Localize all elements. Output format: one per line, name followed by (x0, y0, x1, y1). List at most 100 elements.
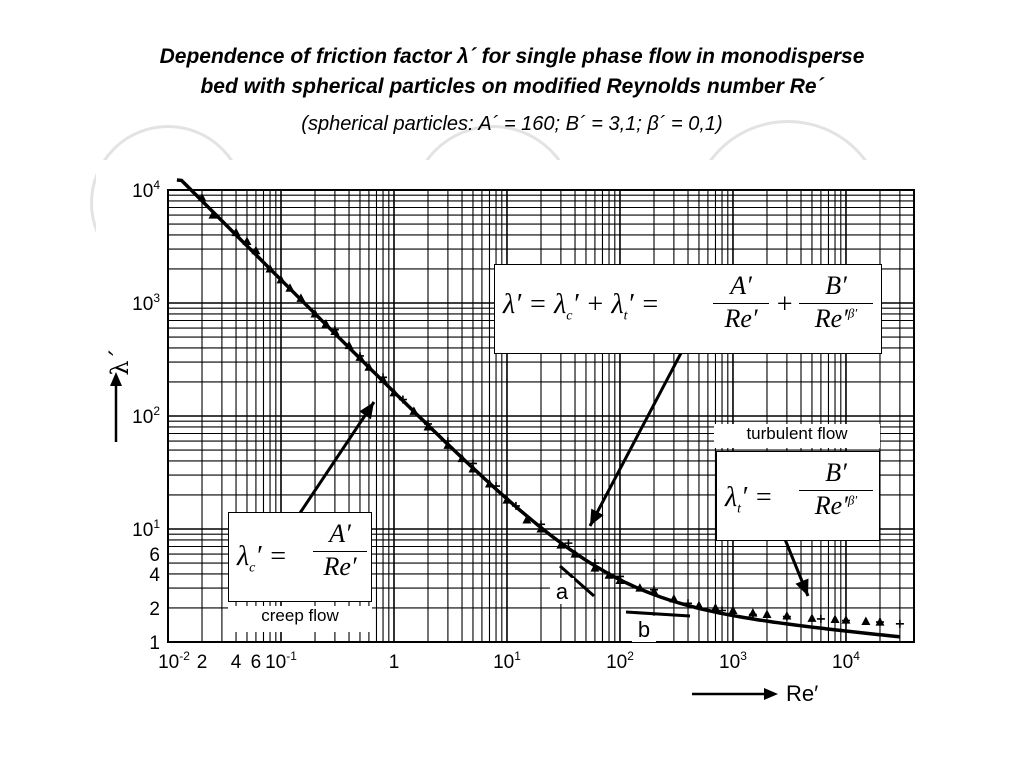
creep-formula-box: λc′ = A′ Re′ (228, 512, 372, 602)
asymptote-b-line (625, 610, 691, 618)
fit-curve-layer (176, 178, 901, 639)
label-a-bg (550, 578, 574, 604)
data-point-triangle (710, 602, 720, 612)
turbulent-flow-label: turbulent flow (714, 424, 880, 448)
fit-curve (176, 178, 901, 639)
data-point-triangle (389, 387, 399, 397)
chart-title-line-1: Dependence of friction factor λ´ for sin… (159, 45, 865, 68)
data-point-plus (895, 619, 904, 628)
main-formula-frac-b: B′ Re′β′ (799, 271, 873, 334)
data-point-triangle (556, 540, 566, 549)
data-point-plus (379, 373, 388, 382)
data-point-plus (564, 539, 573, 548)
main-formula-plus: + (775, 289, 794, 320)
data-point-triangle (310, 308, 320, 318)
label-b: b (638, 617, 650, 642)
data-point-triangle (364, 362, 374, 371)
data-point-triangle (635, 583, 645, 592)
chart-title-line-2: bed with spherical particles on modified… (200, 75, 824, 98)
data-point-plus (492, 482, 501, 491)
data-point-triangle (296, 293, 306, 302)
data-point-triangle (344, 340, 354, 350)
data-point-triangle (231, 227, 241, 237)
data-point-triangle (242, 236, 252, 246)
data-point-plus (816, 614, 825, 623)
data-point-triangle (484, 479, 494, 488)
plot-frame (167, 189, 915, 643)
x-tick-label: 2 (197, 652, 208, 673)
label-b-bg (632, 616, 656, 642)
turbulent-formula-box: λt′ = B′ Re′β′ (716, 451, 880, 541)
data-point-triangle (861, 616, 871, 625)
data-point-plus (748, 610, 757, 619)
data-point-plus (355, 351, 364, 360)
turbulent-callout-arrow-head (795, 578, 809, 596)
data-point-triangle (409, 406, 419, 415)
data-point-plus (649, 585, 658, 594)
data-point-triangle (502, 495, 512, 504)
data-point-triangle (807, 613, 817, 622)
data-point-triangle (285, 283, 295, 292)
data-point-triangle (570, 549, 580, 558)
data-point-plus (684, 599, 693, 608)
data-point-plus (424, 419, 433, 428)
data-point-triangle (590, 563, 600, 572)
data-point-plus (718, 606, 727, 615)
data-point-triangle (251, 245, 261, 255)
data-point-plus (590, 559, 599, 568)
data-point-triangle (208, 210, 218, 219)
x-axis-arrow-head (764, 688, 778, 700)
asymptote-a-line (559, 564, 595, 598)
data-point-triangle (457, 453, 467, 463)
data-point-plus (511, 501, 520, 510)
data-point-plus (468, 459, 477, 468)
data-point-plus (443, 437, 452, 446)
x-tick-label: 1 (389, 652, 400, 673)
data-point-plus (841, 616, 850, 625)
creep-formula-frac: A′ Re′ (313, 519, 367, 582)
turbulent-formula: λt′ = (725, 482, 774, 517)
y-tick-label: 4 (149, 565, 160, 586)
data-point-triangle (669, 594, 679, 603)
data-point-triangle (468, 463, 478, 473)
y-axis-arrow-head (110, 372, 122, 386)
main-callout-arrow-head (590, 508, 604, 526)
label-a: a (556, 579, 569, 604)
y-tick-label: 104 (132, 178, 160, 202)
data-point-triangle (197, 192, 207, 202)
x-axis-title: Re′ (786, 681, 818, 706)
x-tick-label: 4 (231, 652, 242, 673)
data-point-plus (875, 618, 884, 627)
data-point-triangle (694, 600, 704, 610)
y-axis-title: λ´ (106, 348, 134, 375)
data-point-triangle (762, 609, 772, 619)
data-point-triangle (830, 614, 840, 624)
data-point-plus (615, 572, 624, 581)
y-tick-label: 6 (149, 545, 160, 566)
main-formula-box: λ′ = λc′ + λt′ = A′ Re′ + B′ Re′β′ (494, 264, 882, 354)
data-point-plus (330, 325, 339, 334)
data-point-triangle (265, 263, 275, 273)
data-point-triangle (604, 570, 614, 579)
x-tick-label: 6 (251, 652, 262, 673)
main-formula: λ′ = λc′ + λt′ = (503, 289, 660, 324)
creep-flow-label: creep flow (228, 606, 372, 632)
creep-formula: λc′ = (237, 541, 288, 576)
y-tick-label: 1 (149, 633, 160, 654)
data-point-triangle (522, 515, 532, 524)
chart-subtitle: (spherical particles: A´ = 160; B´ = 3,1… (301, 113, 723, 135)
data-point-plus (398, 395, 407, 404)
data-point-plus (782, 612, 791, 621)
data-point-plus (537, 520, 545, 529)
data-point-triangle (321, 319, 331, 328)
data-point-triangle (276, 274, 286, 284)
turbulent-formula-frac: B′ Re′β′ (799, 458, 873, 521)
main-callout-arrow-shaft (588, 335, 692, 527)
y-tick-label: 2 (149, 599, 160, 620)
data-point-triangle (728, 605, 738, 615)
data-points-layer (197, 192, 904, 628)
creep-callout-arrow-head (359, 402, 374, 420)
main-formula-frac-a: A′ Re′ (713, 271, 769, 334)
